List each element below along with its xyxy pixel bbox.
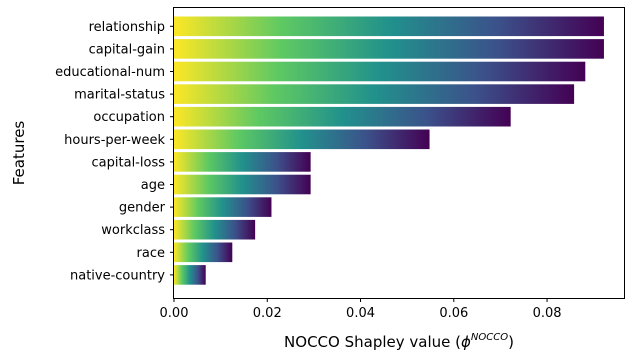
bar-marital-status xyxy=(174,84,575,104)
y-tick-label: hours-per-week xyxy=(64,133,165,148)
y-tick-label: native-country xyxy=(70,268,165,283)
bar-race xyxy=(174,242,233,263)
x-axis-title: NOCCO Shapley value (ϕNOCCO) xyxy=(284,332,514,351)
y-tick-label: age xyxy=(141,178,165,193)
bar-capital-gain xyxy=(174,39,604,59)
x-tick-label: 0.08 xyxy=(533,306,562,321)
y-ticks-group: relationship capital-gain educational-num m… xyxy=(55,20,174,283)
y-tick-label: capital-gain xyxy=(89,42,165,57)
bar-relationship xyxy=(174,16,604,37)
x-tick-label: 0.00 xyxy=(160,306,189,321)
y-axis-title: Features xyxy=(10,121,28,186)
y-tick-label: educational-num xyxy=(55,65,165,80)
plot-frame xyxy=(173,7,625,299)
y-tick-label: race xyxy=(137,246,165,261)
bar-age xyxy=(174,174,311,195)
bars-group xyxy=(174,16,604,285)
x-tick-label: 0.02 xyxy=(253,306,282,321)
y-tick-label: workclass xyxy=(101,223,165,238)
y-tick-label: occupation xyxy=(93,110,165,125)
bar-workclass xyxy=(174,219,256,240)
bar-hours-per-week xyxy=(174,129,430,150)
x-tick-label: 0.06 xyxy=(439,306,468,321)
x-tick-label: 0.04 xyxy=(346,306,375,321)
y-tick-label: marital-status xyxy=(74,88,165,103)
x-ticks-group: 0.00 0.02 0.04 0.06 0.08 xyxy=(160,298,562,321)
y-tick-label: capital-loss xyxy=(92,155,166,170)
bar-native-country xyxy=(174,265,206,285)
bar-occupation xyxy=(174,106,511,127)
bar-capital-loss xyxy=(174,152,311,172)
bar-educational-num xyxy=(174,61,586,82)
bar-gender xyxy=(174,197,272,217)
y-tick-label: relationship xyxy=(89,20,165,35)
y-tick-label: gender xyxy=(119,201,166,216)
